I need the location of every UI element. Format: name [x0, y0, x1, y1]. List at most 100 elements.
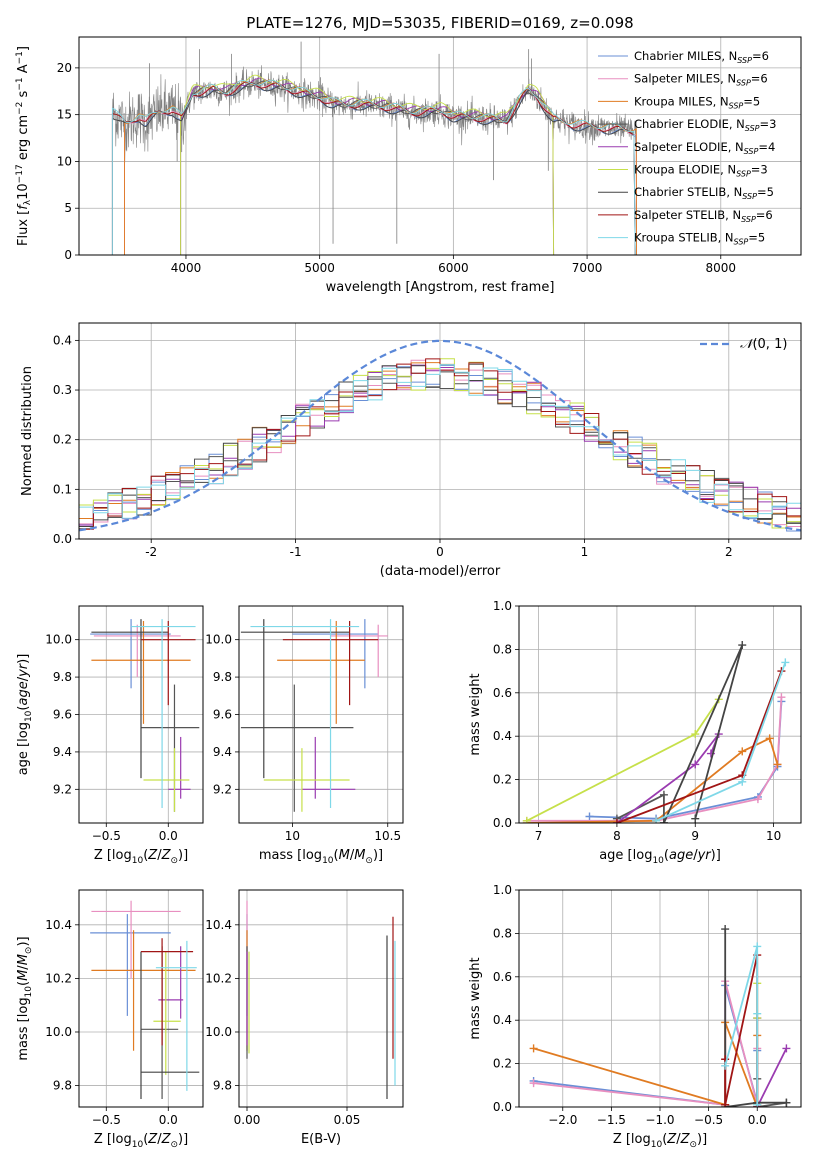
legend-label-salpeter-miles: Salpeter MILES, NSSP=6 [634, 72, 768, 88]
legend-label-salpeter-elodie: Salpeter ELODIE, NSSP=4 [634, 140, 775, 156]
y-tick-label: 9.8 [53, 1079, 72, 1093]
plot-area [522, 641, 790, 823]
y-tick-label: 10.2 [45, 971, 72, 985]
y-tick-label: 9.8 [213, 1079, 232, 1093]
series-point [522, 816, 531, 823]
x-tick-label: 4000 [171, 261, 202, 275]
axes-frame [78, 36, 802, 256]
series-point [585, 812, 594, 821]
panel-spectrum: 4000 5000 6000 7000 8000 0 5 10 15 20 wavelength [… [15, 36, 802, 295]
errorbar-chabrier-elodie [141, 946, 179, 1099]
series-kroupa-elodie [522, 695, 723, 823]
series-point [529, 1079, 538, 1088]
axes-frame [238, 605, 404, 824]
y-tick-label: 0.0 [493, 816, 512, 830]
series-point [721, 1100, 730, 1107]
x-axis-label: Z [log10(Z/Z⊙)] [94, 848, 188, 866]
x-tick-label: 8 [613, 829, 621, 843]
plot-area [529, 925, 791, 1107]
series-line [724, 946, 759, 1105]
series-line [724, 929, 787, 1107]
x-tick-label: 10 [766, 829, 781, 843]
series-point [652, 816, 661, 823]
series-salpeter-miles [522, 693, 786, 823]
series-point [753, 1100, 762, 1107]
figure-title: PLATE=1276, MJD=53035, FIBERID=0169, z=0… [246, 14, 633, 32]
panel-mass-vs-EBV: 0.00 0.05 9.8 10.0 10.2 10.4 E(B-V) [205, 889, 404, 1147]
histogram-kroupa-stelib [79, 364, 801, 519]
panel-mass-vs-Z: −0.5 0.0 9.8 10.0 10.2 10.4 Z [log10(Z/Z⊙)] mas… [16, 889, 204, 1150]
errorbar-chabrier-miles [90, 619, 171, 689]
legend-label-kroupa-miles: Kroupa MILES, NSSP=5 [634, 94, 760, 110]
x-tick-label: 0.0 [159, 1113, 178, 1127]
y-tick-label: 15 [57, 108, 72, 122]
x-tick-label: 8000 [706, 261, 737, 275]
panel-age-vs-mass: 10 10.5 9.2 9.4 9.6 9.8 10.0 mass [log10(M/M⊙)] [205, 605, 404, 866]
errorbar-kroupa-elodie [143, 748, 190, 812]
legend-label-kroupa-stelib: Kroupa STELIB, NSSP=5 [634, 231, 765, 247]
y-tick-label: 0.6 [493, 686, 512, 700]
y-axis-label: mass weight [468, 957, 483, 1039]
y-tick-label: 9.6 [53, 708, 72, 722]
plot-area [111, 41, 637, 255]
series-point [753, 1009, 762, 1018]
errorbar-kroupa-elodie [248, 951, 250, 1054]
series-line [756, 1018, 788, 1107]
series-point [691, 814, 700, 823]
plot-area [246, 900, 396, 1099]
errorbar-chabrier-elodie [141, 684, 200, 812]
ticks: 4000 5000 6000 7000 8000 0 5 10 15 20 [57, 61, 736, 275]
ticks: −0.5 0.0 9.2 9.4 9.6 9.8 10.0 [45, 633, 178, 843]
series-chabrier-miles [529, 981, 762, 1107]
plot-area [79, 339, 801, 532]
series-point [721, 925, 730, 934]
y-axis-label: Normed distribution [20, 366, 35, 496]
plot-area [90, 619, 200, 812]
x-tick-label: 10 [285, 829, 300, 843]
x-tick-label: 9 [691, 829, 699, 843]
x-axis-label: mass [log10(M/M⊙)] [259, 848, 383, 866]
grid [519, 605, 801, 824]
x-tick-label: -1 [290, 545, 302, 559]
x-tick-label: 0.05 [334, 1113, 361, 1127]
y-tick-label: 0.8 [493, 926, 512, 940]
axes-frame [78, 605, 204, 824]
x-tick-label: 0.0 [159, 829, 178, 843]
model-salpeter-elodie [180, 77, 555, 255]
y-tick-label: 20 [57, 61, 72, 75]
ticks: −0.5 0.0 9.8 10.0 10.2 10.4 [45, 918, 178, 1127]
grid [79, 890, 203, 1107]
panel-mass-weight-vs-Z: −2.0 −1.5 −1.0 −0.5 0.0 0.0 0.2 0.4 0.6 0.8 1.0 Z [… [468, 883, 802, 1150]
legend: Chabrier MILES, NSSP=6 Salpeter MILES, NS… [598, 49, 776, 247]
x-axis-label: E(B-V) [301, 1132, 341, 1147]
series-point [773, 760, 782, 769]
errorbar-salpeter-elodie [168, 736, 191, 799]
errorbar-kroupa-stelib [155, 940, 197, 1091]
axes-frame [238, 889, 404, 1108]
series-point [738, 747, 747, 756]
errorbar-chabrier-miles [90, 914, 171, 1016]
x-tick-label: -2 [145, 545, 157, 559]
errorbar-chabrier-stelib [91, 619, 169, 779]
legend: 𝒩(0, 1) [700, 337, 787, 352]
errorbar-salpeter-elodie [301, 736, 356, 799]
y-tick-label: 9.2 [53, 782, 72, 796]
errorbar-kroupa-stelib [250, 619, 360, 809]
series-point [777, 693, 786, 702]
series-point [738, 777, 747, 786]
errorbar-kroupa-stelib [131, 619, 196, 809]
series-point [753, 942, 762, 951]
panel-age-vs-Z: −0.5 0.0 9.2 9.4 9.6 9.8 10.0 Z [log10(Z/Z⊙)] ag… [16, 605, 204, 866]
plot-area [90, 900, 200, 1099]
legend-label-salpeter-stelib: Salpeter STELIB, NSSP=6 [634, 208, 773, 224]
y-tick-label: 0.4 [53, 333, 72, 347]
observed-spectrum [112, 65, 637, 163]
y-tick-label: 0.1 [53, 482, 72, 496]
series-salpeter-stelib [721, 951, 762, 1107]
y-tick-label: 9.4 [213, 745, 232, 759]
errorbar-chabrier-miles [292, 619, 379, 689]
y-tick-label: 1.0 [493, 883, 512, 897]
x-tick-label: 10.5 [374, 829, 401, 843]
series-salpeter-miles [529, 977, 762, 1107]
x-axis-label: age [log10(age/yr)] [599, 848, 721, 866]
